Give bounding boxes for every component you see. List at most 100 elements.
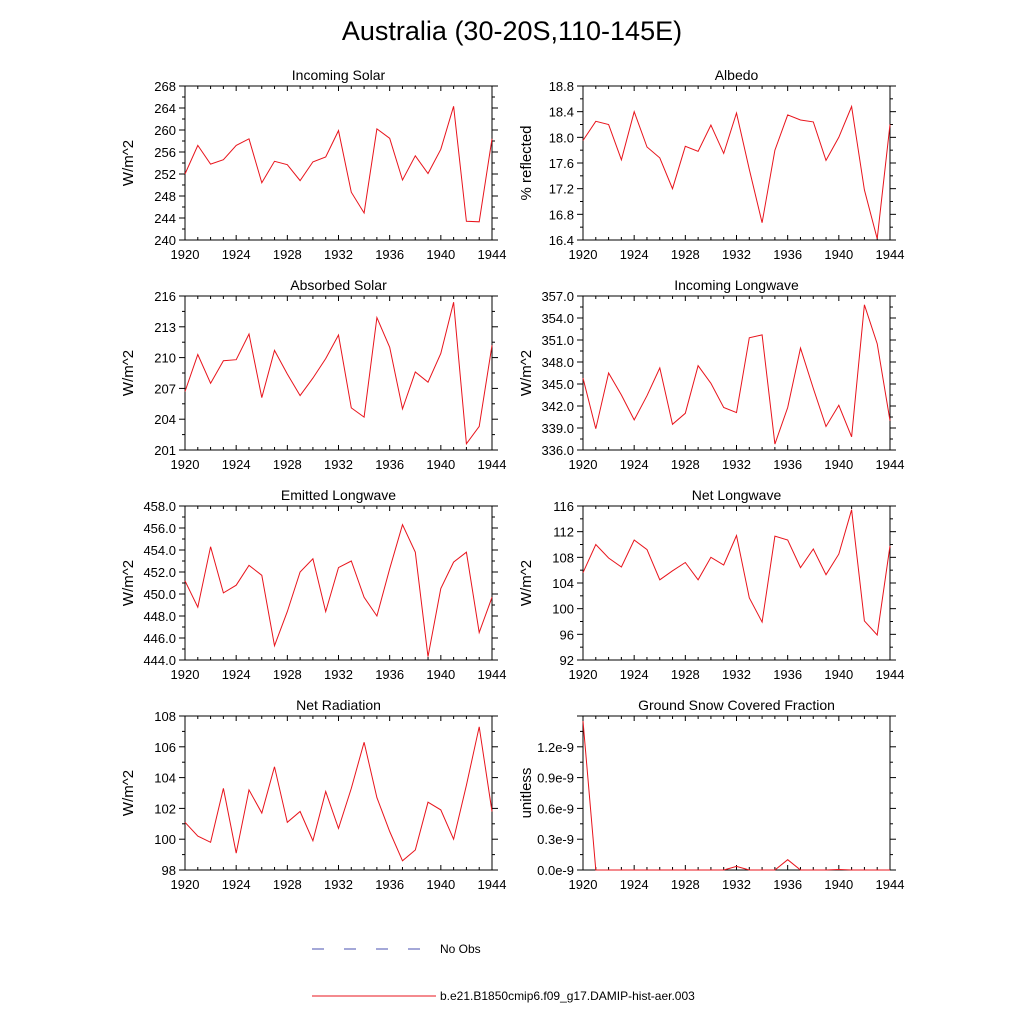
x-tick-label: 1940 [426,457,455,472]
x-tick-label: 1944 [478,667,507,682]
y-tick-label: 17.6 [549,156,574,171]
y-tick-label: 204 [154,412,176,427]
panel-7: Net Radiation W/m^2 1920 1924 1928 1932 1936 19… [120,697,506,892]
x-tick-label: 1936 [773,457,802,472]
x-tick-label: 1940 [426,247,455,262]
x-tick-label: 1928 [273,667,302,682]
x-tick-label: 1944 [478,247,507,262]
panel-2: Albedo % reflected 1920 1924 1928 1932 1936 194… [518,67,904,262]
y-tick-label: 450.0 [143,587,176,602]
x-tick-label: 1940 [426,667,455,682]
plot-frame [582,295,891,451]
y-tick-label: 252 [154,167,176,182]
x-tick-label: 1920 [171,457,200,472]
y-tick-label: 248 [154,189,176,204]
panel-title: Incoming Solar [292,67,386,83]
x-tick-label: 1924 [222,457,251,472]
x-tick-label: 1932 [722,667,751,682]
y-tick-label: 0.9e-9 [537,771,574,786]
y-tick-label: 260 [154,123,176,138]
x-tick-label: 1944 [478,877,507,892]
y-tick-label: 339.0 [541,421,574,436]
y-tick-label: 102 [154,801,176,816]
series-line [582,104,891,239]
y-axis-label: unitless [518,768,535,819]
plot-frame [184,505,493,661]
y-tick-label: 0.6e-9 [537,801,574,816]
y-tick-label: 18.0 [549,130,574,145]
legend: No Obs b.e21.B1850cmip6.f09_g17.DAMIP-hi… [312,942,695,1003]
legend-model-label: b.e21.B1850cmip6.f09_g17.DAMIP-hist-aer.… [440,989,695,1003]
x-tick-label: 1928 [671,247,700,262]
y-tick-label: 264 [154,101,176,116]
x-tick-label: 1920 [569,457,598,472]
x-tick-label: 1920 [569,877,598,892]
x-tick-label: 1924 [222,247,251,262]
x-tick-label: 1920 [171,667,200,682]
x-tick-label: 1936 [773,247,802,262]
x-tick-label: 1936 [375,877,404,892]
x-tick-label: 1936 [773,877,802,892]
x-tick-label: 1924 [222,877,251,892]
x-tick-label: 1932 [324,457,353,472]
y-tick-label: 16.4 [549,233,574,248]
x-tick-label: 1944 [876,667,905,682]
y-tick-label: 216 [154,289,176,304]
y-tick-label: 201 [154,443,176,458]
y-tick-label: 256 [154,145,176,160]
y-tick-label: 108 [552,550,574,565]
panel-title: Net Longwave [692,487,782,503]
panel-title: Albedo [715,67,759,83]
y-tick-label: 1.2e-9 [537,740,574,755]
x-tick-label: 1940 [824,247,853,262]
y-tick-label: 336.0 [541,443,574,458]
y-tick-label: 244 [154,211,176,226]
y-tick-label: 112 [553,525,574,540]
panels: Incoming Solar W/m^2 1920 1924 1928 1932 1936 1… [120,67,904,892]
x-tick-label: 1932 [722,457,751,472]
series-line [184,302,493,446]
x-tick-label: 1944 [876,877,905,892]
y-tick-label: 0.3e-9 [537,832,574,847]
x-tick-label: 1940 [426,877,455,892]
x-tick-label: 1936 [375,247,404,262]
y-tick-label: 452.0 [143,565,176,580]
plot-frame [184,85,493,241]
y-tick-label: 108 [154,709,176,724]
panel-title: Emitted Longwave [281,487,396,503]
panel-3: Absorbed Solar W/m^2 1920 1924 1928 1932 1936 1… [120,277,506,472]
y-tick-label: 210 [154,351,176,366]
plot-frame [582,715,891,871]
x-tick-label: 1940 [824,667,853,682]
x-tick-label: 1936 [375,457,404,472]
y-tick-label: 207 [154,381,176,396]
y-tick-label: 92 [560,653,574,668]
x-tick-label: 1928 [671,457,700,472]
y-tick-label: 116 [553,499,574,514]
panel-title: Ground Snow Covered Fraction [638,697,835,713]
plot-frame [184,295,493,451]
x-tick-label: 1924 [222,667,251,682]
panel-6: Net Longwave W/m^2 1920 1924 1928 1932 1936 194… [518,487,904,682]
x-tick-label: 1936 [375,667,404,682]
panel-8: Ground Snow Covered Fraction unitless 1920… [518,697,904,892]
x-tick-label: 1924 [620,457,649,472]
y-tick-label: 100 [552,602,574,617]
series-line [184,523,493,657]
y-tick-label: 96 [560,627,574,642]
y-tick-label: 240 [154,233,176,248]
figure-title: Australia (30-20S,110-145E) [342,16,682,46]
x-tick-label: 1920 [171,877,200,892]
x-tick-label: 1920 [171,247,200,262]
y-axis-label: W/m^2 [120,140,137,186]
y-tick-label: 444.0 [143,653,176,668]
panel-title: Absorbed Solar [290,277,387,293]
series-line [582,304,891,445]
x-tick-label: 1932 [324,877,353,892]
x-tick-label: 1932 [722,247,751,262]
x-tick-label: 1944 [876,247,905,262]
y-tick-label: 357.0 [541,289,574,304]
y-tick-label: 100 [154,832,176,847]
x-tick-label: 1932 [324,247,353,262]
